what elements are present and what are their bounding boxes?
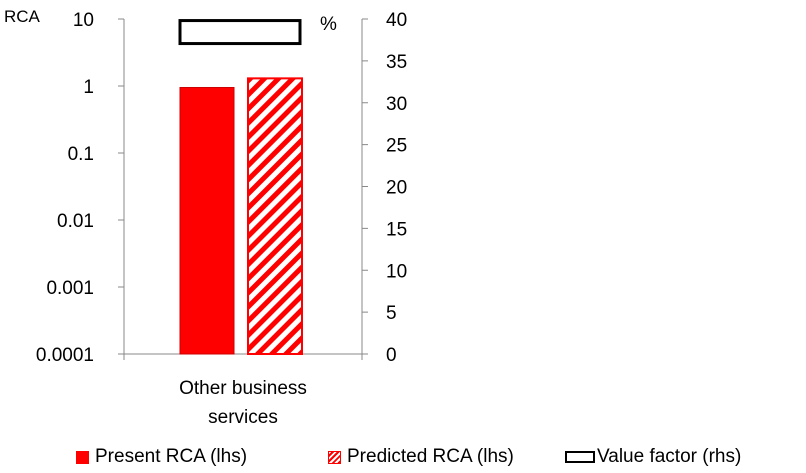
legend-item-value: Value factor (rhs) [565, 444, 741, 470]
legend-label-value: Value factor (rhs) [597, 446, 742, 467]
left-axis-label: RCA [4, 7, 41, 26]
category-label: services [208, 407, 278, 428]
category-label: Other business [179, 378, 307, 399]
legend: Present RCA (lhs) Predicted RCA (lhs) Va… [0, 444, 806, 470]
left-tick-label: 0.1 [68, 144, 94, 165]
right-tick-label: 30 [386, 94, 407, 115]
right-tick-label: 25 [386, 136, 407, 157]
left-tick-label: 1 [83, 77, 94, 98]
right-tick-label: 35 [386, 52, 407, 73]
bar-predicted-rca [247, 77, 303, 356]
legend-item-present: Present RCA (lhs) [76, 444, 247, 470]
legend-swatch-predicted [328, 450, 341, 464]
left-tick-label: 0.0001 [36, 345, 94, 366]
legend-item-predicted: Predicted RCA (lhs) [328, 444, 514, 470]
bar-present-rca [179, 86, 235, 355]
right-tick-label: 15 [386, 219, 407, 240]
plot-area: 0.0001 0.001 0.01 0.1 1 10 0 5 10 15 20 25 30 35 40 RCA… [4, 7, 407, 428]
legend-swatch-value [565, 451, 595, 463]
right-axis-label: % [320, 14, 337, 35]
left-tick-label: 10 [73, 10, 94, 31]
legend-label-present: Present RCA (lhs) [95, 446, 248, 467]
right-tick-label: 0 [386, 345, 397, 366]
right-tick-label: 10 [386, 261, 407, 282]
left-tick-label: 0.001 [46, 278, 94, 299]
right-tick-label: 5 [386, 303, 397, 324]
legend-swatch-present [76, 450, 89, 464]
legend-label-predicted: Predicted RCA (lhs) [347, 446, 514, 467]
left-tick-label: 0.01 [57, 211, 94, 232]
right-tick-label: 20 [386, 178, 407, 199]
right-tick-label: 40 [386, 10, 407, 31]
marker-value-factor [178, 19, 302, 46]
